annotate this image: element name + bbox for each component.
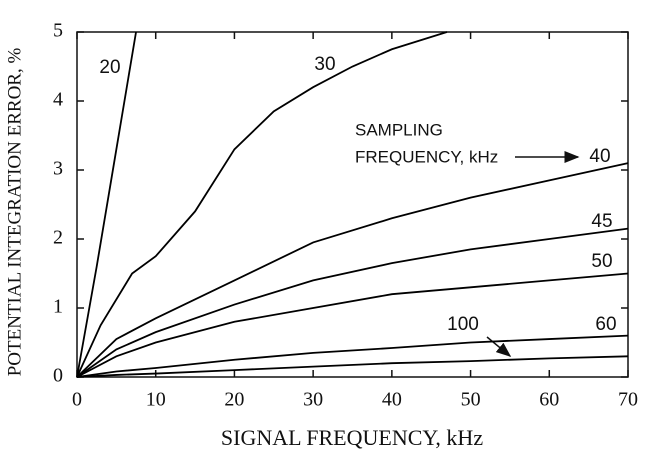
series-label: 50 bbox=[591, 251, 612, 272]
annotation: FREQUENCY, kHz bbox=[355, 147, 498, 166]
curve bbox=[76, 334, 629, 378]
series-label: 60 bbox=[595, 314, 616, 335]
series-label: 40 bbox=[589, 146, 610, 167]
x-axis-label: SIGNAL FREQUENCY, kHz bbox=[221, 425, 483, 450]
y-tick-label: 5 bbox=[53, 20, 63, 42]
series-label: 45 bbox=[591, 211, 612, 232]
y-tick-label: 1 bbox=[53, 296, 63, 318]
curve bbox=[76, 227, 629, 378]
x-tick-label: 10 bbox=[146, 389, 166, 411]
series-label: 20 bbox=[99, 57, 120, 78]
curve bbox=[76, 31, 137, 378]
x-tick-label: 40 bbox=[382, 389, 402, 411]
x-tick-label: 30 bbox=[303, 389, 323, 411]
y-tick-label: 4 bbox=[53, 89, 63, 111]
series-label: 30 bbox=[314, 54, 335, 75]
plot-frame bbox=[76, 31, 629, 378]
curve bbox=[76, 162, 629, 378]
x-tick-label: 50 bbox=[461, 389, 481, 411]
series-label: 100 bbox=[447, 314, 479, 335]
annotation: SAMPLING bbox=[355, 120, 443, 139]
curve bbox=[76, 31, 448, 378]
y-axis-label: POTENTIAL INTEGRATION ERROR, % bbox=[4, 48, 25, 377]
curve bbox=[76, 355, 629, 378]
curve bbox=[76, 272, 629, 378]
x-tick-label: 0 bbox=[72, 389, 82, 411]
arrow bbox=[486, 336, 512, 357]
x-tick-label: 70 bbox=[618, 389, 638, 411]
x-tick-label: 20 bbox=[224, 389, 244, 411]
x-tick-label: 60 bbox=[539, 389, 559, 411]
y-tick-label: 0 bbox=[53, 365, 63, 387]
y-tick-label: 2 bbox=[53, 227, 63, 249]
y-tick-label: 3 bbox=[53, 158, 63, 180]
